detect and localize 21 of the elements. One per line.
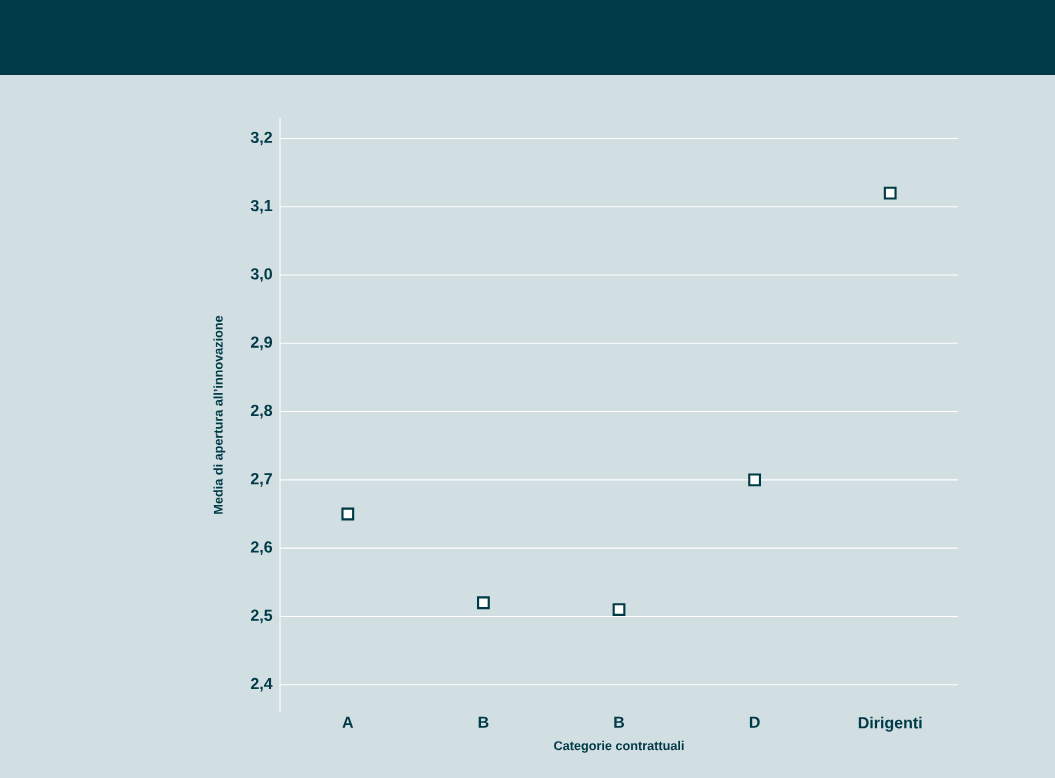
- point: [341, 507, 355, 521]
- x-tick-label: B: [614, 716, 625, 728]
- y-tick-label: 2,5: [250, 609, 273, 624]
- x-axis-title: Categorie contrattuali: [554, 740, 684, 753]
- y-tick-label: 3,0: [250, 268, 272, 282]
- x-tick-label: A: [342, 716, 354, 728]
- y-axis-title: Media di apertura all’innovazione: [213, 315, 226, 514]
- point: [748, 473, 762, 487]
- x-tick-label: Dirigenti: [858, 716, 922, 732]
- y-tick-label: 3,2: [250, 131, 272, 146]
- point: [883, 186, 897, 200]
- point: [612, 603, 626, 616]
- y-tick-label: 2,4: [250, 677, 273, 692]
- y-tick-label: 2,7: [250, 473, 272, 487]
- y-tick-label: 2,6: [250, 541, 273, 555]
- point: [477, 596, 490, 610]
- x-tick-label: D: [749, 716, 760, 728]
- y-tick-label: 2,9: [250, 336, 273, 351]
- y-tick-label: 2,8: [250, 404, 273, 419]
- y-tick-label: 3,1: [250, 199, 273, 214]
- x-tick-label: B: [478, 716, 489, 728]
